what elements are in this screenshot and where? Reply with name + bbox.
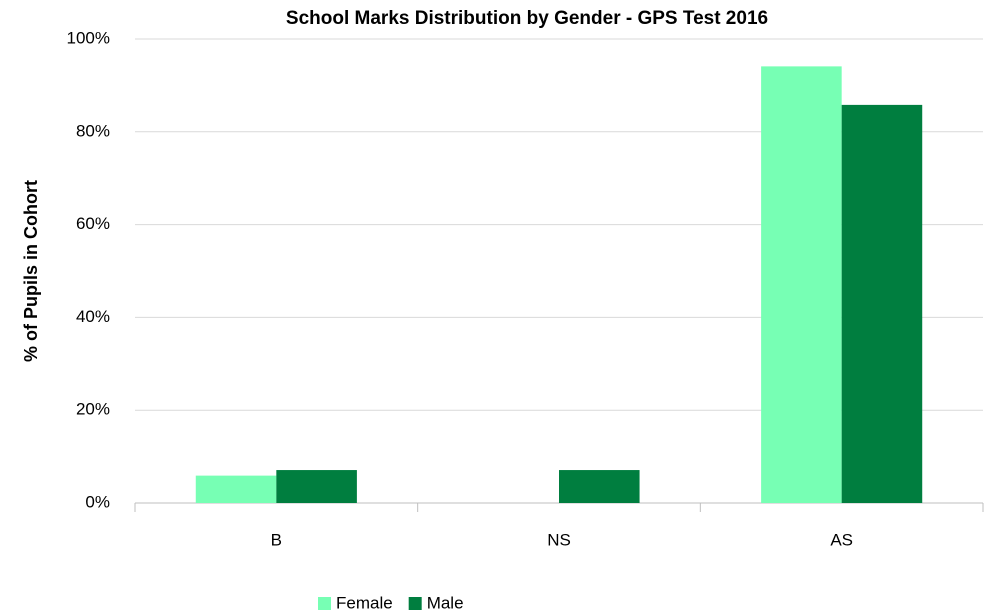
y-tick-label: 100% xyxy=(67,28,110,47)
legend-swatch xyxy=(318,597,331,610)
bar xyxy=(276,470,357,503)
chart-title: School Marks Distribution by Gender - GP… xyxy=(286,8,768,29)
y-tick-label: 20% xyxy=(76,400,110,419)
bar xyxy=(841,104,923,503)
bar xyxy=(195,475,277,503)
legend-label: Female xyxy=(336,593,393,612)
y-axis-label: % of Pupils in Cohort xyxy=(21,180,41,362)
y-tick-label: 0% xyxy=(85,492,110,511)
y-tick-label: 80% xyxy=(76,121,110,140)
x-tick-label: B xyxy=(271,530,282,549)
legend-label: Male xyxy=(427,593,464,612)
legend-swatch xyxy=(408,597,422,610)
x-tick-label: NS xyxy=(547,530,571,549)
y-tick-label: 40% xyxy=(76,307,110,326)
bar xyxy=(559,470,640,503)
x-tick-label: AS xyxy=(830,530,853,549)
bar xyxy=(761,66,842,503)
y-tick-label: 60% xyxy=(76,214,110,233)
